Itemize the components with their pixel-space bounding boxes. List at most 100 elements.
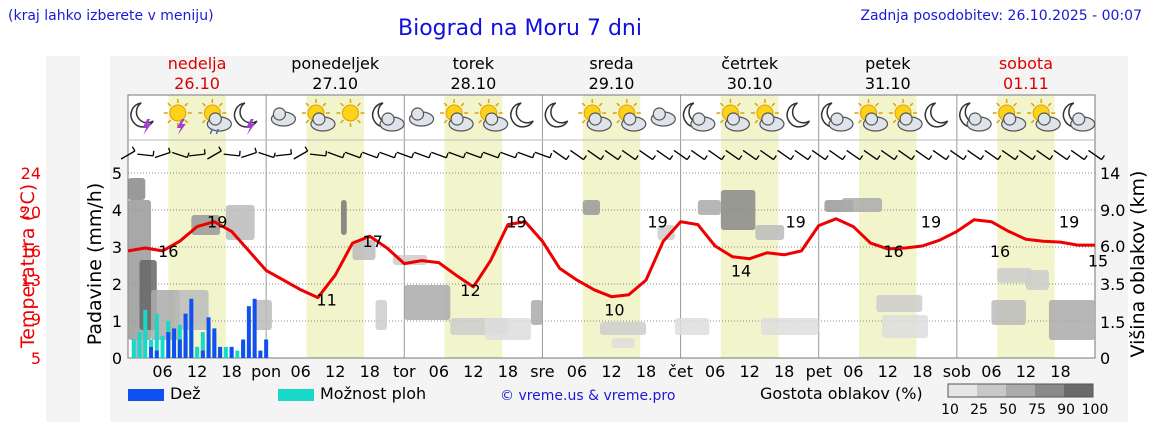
cloud-cover-patch: [404, 285, 451, 320]
moon-icon: [786, 102, 811, 128]
cloud-height-tick: 9.0: [1100, 201, 1125, 220]
cloud-cover-patch: [375, 300, 388, 330]
wind-barb: [1053, 149, 1071, 161]
x-day-abbr: čet: [668, 362, 693, 381]
legend-shower-label: Možnost ploh: [320, 384, 427, 403]
cloud-density-level: 90: [1057, 402, 1075, 418]
cloud-cover-patch: [882, 315, 929, 338]
wind-barb: [725, 149, 743, 161]
precip-axis-title: Padavine (mm/h): [84, 183, 106, 346]
rain-bar: [264, 339, 269, 358]
x-tick-label: 06: [152, 362, 172, 381]
temperature-tick: 5: [31, 349, 41, 368]
wind-barb: [223, 150, 241, 157]
cloud-cover-patch: [997, 268, 1032, 283]
sun-cloud-icon: [992, 99, 1027, 132]
sun-cloud-icon: [578, 99, 612, 132]
temperature-label: 14: [731, 261, 751, 280]
cloud-height-tick: 1.5: [1100, 313, 1125, 332]
cloud-icon: [650, 107, 676, 127]
moon-icon: [924, 102, 949, 128]
precip-tick: 3: [112, 238, 122, 257]
day-date: 28.10: [450, 74, 496, 93]
last-updated: Zadnja posodobitev: 26.10.2025 - 00:07: [860, 8, 1142, 24]
x-day-abbr: sob: [943, 362, 971, 381]
x-tick-label: 06: [981, 362, 1001, 381]
temperature-label: 19: [647, 213, 667, 232]
wind-barb: [1088, 149, 1105, 161]
wind-barb: [915, 149, 933, 161]
wind-barb: [137, 150, 155, 157]
cloud-height-axis-title: Višina oblakov (km): [1127, 171, 1149, 358]
day-date: 01.11: [1003, 74, 1049, 93]
day-date: 26.10: [174, 74, 220, 93]
precip-tick: 0: [112, 349, 122, 368]
cloud-height-tick: 0: [1100, 349, 1110, 368]
wind-barb: [690, 149, 708, 161]
legend-rain-swatch: [128, 389, 164, 401]
daylight-band: [444, 95, 503, 358]
moon-icon: [510, 102, 534, 128]
rain-bar: [252, 298, 257, 358]
shower-bar: [143, 309, 148, 358]
x-tick-label: 06: [705, 362, 725, 381]
temperature-label: 19: [506, 213, 526, 232]
cloud-icon: [408, 107, 435, 127]
shower-bar: [154, 313, 159, 358]
wind-barb: [984, 149, 1002, 161]
wind-barb: [241, 147, 258, 159]
rain-bar: [258, 350, 263, 358]
moon-icon: [544, 102, 569, 128]
x-tick-label: 18: [221, 362, 241, 381]
rain-bar: [241, 339, 246, 358]
daylight-band: [306, 95, 364, 358]
wind-barb: [1070, 149, 1088, 161]
wind-barb: [431, 151, 449, 159]
cloud-cover-patch: [674, 318, 710, 335]
x-tick-label: 18: [636, 362, 656, 381]
temperature-label: 17: [362, 232, 382, 251]
x-tick-label: 06: [290, 362, 310, 381]
daylight-band: [582, 95, 641, 358]
wind-barb: [154, 147, 171, 159]
wind-barb: [794, 149, 812, 161]
wind-barb: [207, 146, 222, 160]
wind-barb: [258, 151, 276, 159]
moon-lightning-icon: [130, 102, 154, 135]
rain-bar: [189, 298, 194, 358]
shower-bar: [200, 332, 205, 358]
cloud-cover-patch: [841, 198, 883, 212]
rain-bar: [149, 346, 154, 358]
moon-cloud-icon: [682, 102, 716, 132]
precip-tick: 4: [112, 201, 122, 220]
copyright: © vreme.us & vreme.pro: [500, 388, 676, 404]
cloud-density-level: 25: [970, 402, 988, 418]
wind-barb: [742, 149, 760, 161]
wind-barb: [465, 151, 484, 159]
wind-barb: [500, 151, 518, 159]
cloud-cover-patch: [1025, 270, 1049, 290]
x-day-abbr: pet: [806, 362, 832, 381]
temperature-tick: 20: [21, 203, 41, 222]
temperature-label: 19: [1059, 213, 1079, 232]
sun-cloud-icon: [440, 99, 474, 132]
x-tick-label: 18: [912, 362, 932, 381]
day-date: 31.10: [865, 74, 911, 93]
cloud-density-level: 75: [1028, 402, 1046, 418]
cloud-density-level: 10: [941, 402, 959, 418]
wind-barb: [327, 151, 346, 159]
sun-cloud-icon: [301, 99, 336, 132]
rain-bar: [183, 313, 188, 358]
cloud-cover-patch: [991, 300, 1026, 325]
wind-barb: [846, 149, 864, 161]
temperature-label: 10: [604, 300, 624, 319]
wind-barb: [673, 149, 691, 161]
day-name: četrtek: [721, 54, 779, 73]
rain-bar: [206, 317, 211, 358]
cloud-cover-patch: [484, 318, 531, 340]
wind-barb: [396, 151, 415, 159]
wind-barb: [189, 149, 206, 157]
temperature-label: 16: [883, 242, 903, 261]
cloud-cover-patch: [755, 225, 785, 240]
wind-barb: [171, 151, 190, 159]
